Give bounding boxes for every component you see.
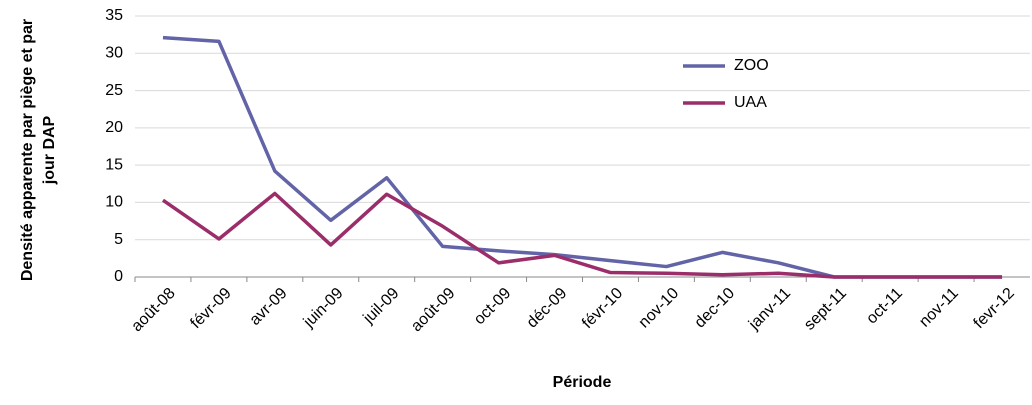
y-tick-label: 30 (105, 45, 123, 62)
y-axis-title-line: jour DAP (41, 115, 58, 185)
y-tick-label: 15 (105, 156, 123, 173)
legend-label: UAA (734, 94, 767, 111)
x-tick-label: avr-09 (247, 285, 291, 329)
x-tick-label: févr-10 (579, 285, 626, 332)
x-tick-label: juil-09 (360, 285, 403, 328)
x-tick-label: juin-09 (300, 285, 347, 332)
x-axis-title: Période (553, 374, 612, 391)
x-tick-label: nov-11 (916, 285, 962, 331)
y-tick-label: 0 (114, 268, 123, 285)
x-tick-label: sept-11 (801, 285, 850, 334)
y-tick-label: 10 (105, 194, 123, 211)
x-tick-label: oct-11 (863, 285, 906, 328)
y-tick-label: 5 (114, 231, 123, 248)
x-tick-label: févr-09 (187, 285, 234, 332)
x-tick-label: nov-10 (636, 285, 683, 332)
x-tick-label: dec-10 (692, 285, 739, 332)
series-line (162, 35, 1003, 279)
legend-label: ZOO (734, 57, 769, 74)
x-tick-label: janv-11 (745, 285, 794, 334)
x-tick-label: déc-09 (524, 285, 571, 332)
series-line (161, 191, 1003, 279)
y-tick-label: 35 (105, 7, 123, 24)
y-axis-title: Densité apparente par piège et par jour … (19, 19, 58, 281)
x-tick-label: oct-09 (471, 285, 515, 329)
x-tick-label: août-08 (128, 285, 178, 335)
x-tick-label: août-09 (408, 285, 458, 335)
y-tick-label: 20 (105, 119, 123, 136)
y-tick-label: 25 (105, 82, 123, 99)
y-axis-title-line: Densité apparente par piège et par (19, 19, 36, 281)
x-tick-label: fevr-12 (971, 285, 1018, 332)
